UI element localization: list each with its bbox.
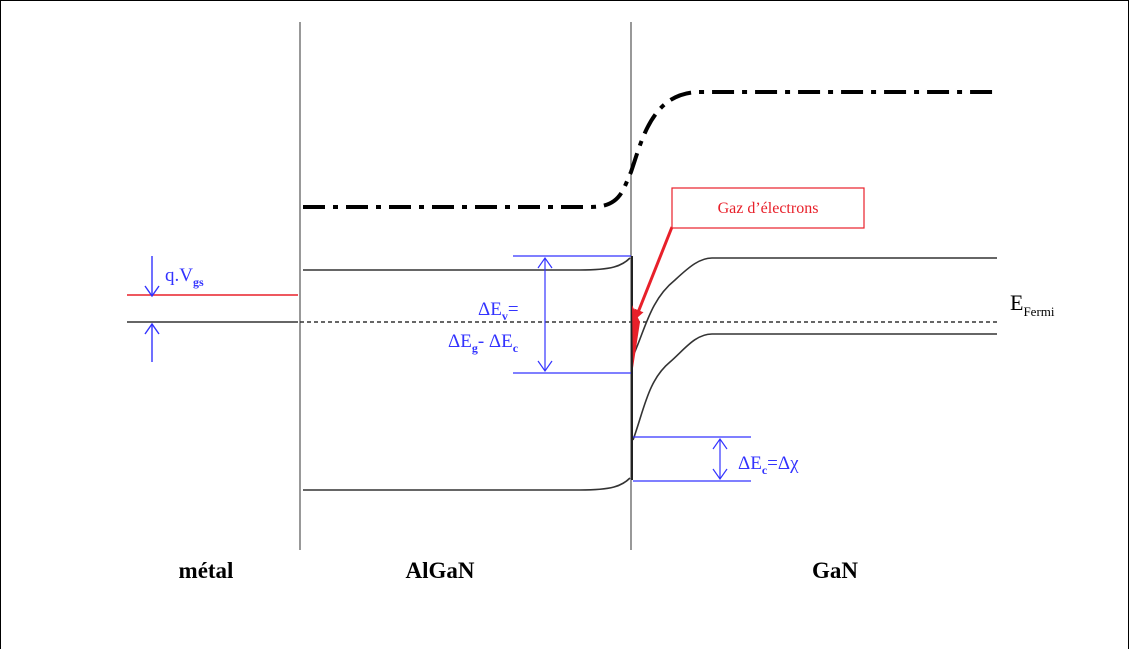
gas-label-box xyxy=(671,187,865,229)
region-label-algan: AlGaN xyxy=(406,558,475,583)
dEv-bracket xyxy=(513,255,631,374)
vacuum-level xyxy=(303,90,997,209)
vgs-label: q.Vgs xyxy=(165,265,204,289)
dEc-label: ΔEc=Δχ xyxy=(738,453,799,477)
dEc-bracket xyxy=(633,436,751,482)
vgs-arrow-bottom xyxy=(144,322,160,362)
electron-gas-well xyxy=(632,305,640,368)
algan-conduction-band xyxy=(303,257,631,271)
gan-conduction-band xyxy=(632,257,997,357)
gan-valence-band xyxy=(632,333,997,441)
fermi-label: EFermi xyxy=(1010,290,1055,319)
region-label-gan: GaN xyxy=(812,558,858,583)
dEg-label: ΔEg- ΔEc xyxy=(448,331,519,355)
gas-label: Gaz d’électrons xyxy=(718,200,819,217)
algan-valence-band xyxy=(303,477,631,491)
region-label-metal: métal xyxy=(179,558,234,583)
dEv-label: ΔEv= xyxy=(478,299,519,323)
gas-arrow xyxy=(634,226,674,320)
vgs-arrow-top xyxy=(144,256,160,298)
